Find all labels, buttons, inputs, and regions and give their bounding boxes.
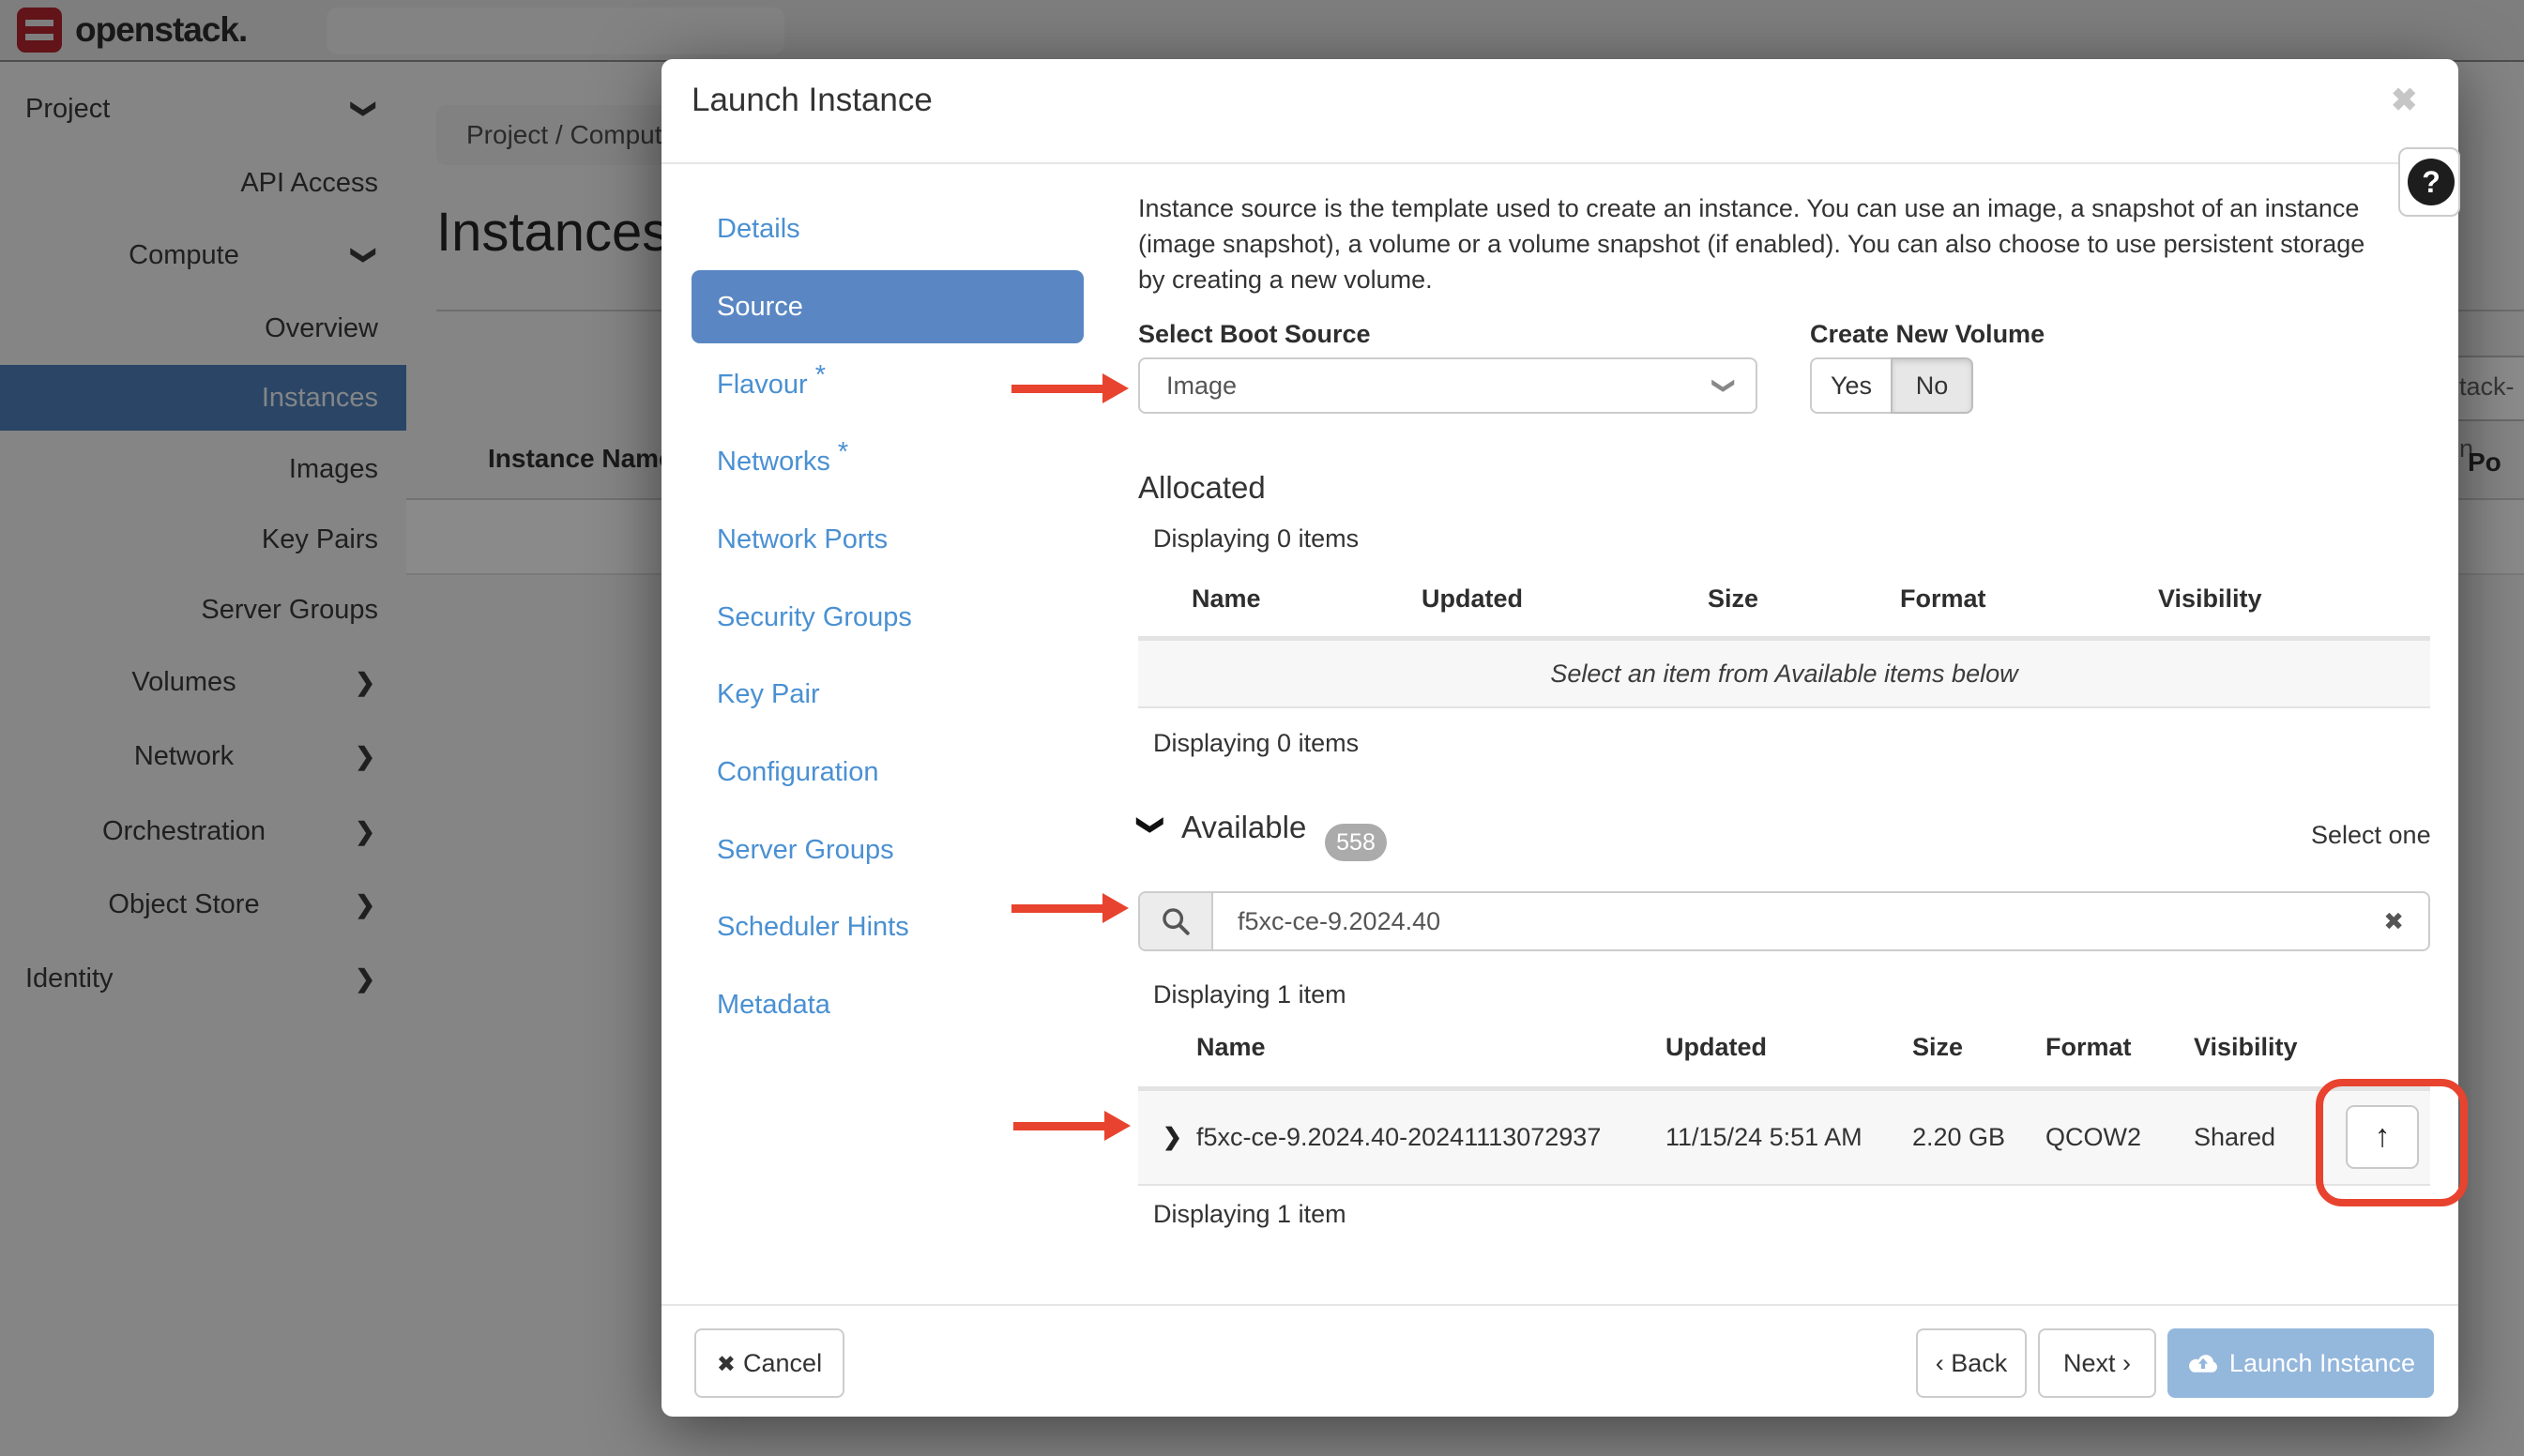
tab-source[interactable]: Source — [692, 270, 1084, 343]
available-image-row: f5xc-ce-9.2024.40-20241113072937 11/15/2… — [1138, 1086, 2430, 1186]
launch-instance-button[interactable]: Launch Instance — [2167, 1328, 2434, 1398]
annotation-arrow-boot-source — [1011, 373, 1129, 403]
background-filter-text: tack-n — [2459, 372, 2515, 463]
brand-wordmark[interactable]: openstack. — [75, 10, 248, 49]
tab-network-ports[interactable]: Network Ports — [717, 524, 889, 554]
clear-search-icon[interactable]: ✖ — [2383, 907, 2404, 935]
allocated-col-format: Format — [1900, 584, 1986, 613]
sidebar: Project API Access Compute Overview Inst… — [0, 62, 406, 1456]
allocated-heading: Allocated — [1138, 470, 1266, 505]
sidebar-item-server-groups[interactable]: Server Groups — [201, 595, 378, 625]
cancel-button[interactable]: ✖ Cancel — [694, 1328, 844, 1398]
sidebar-item-instances[interactable]: Instances — [0, 365, 406, 431]
image-size-cell: 2.20 GB — [1912, 1123, 2006, 1151]
tab-details[interactable]: Details — [717, 214, 800, 244]
tab-networks[interactable]: Networks * — [717, 437, 849, 477]
available-col-updated: Updated — [1665, 1033, 1767, 1061]
page-title: Instances — [436, 202, 670, 263]
back-button[interactable]: ‹ Back — [1916, 1328, 2027, 1398]
boot-source-select[interactable]: Image — [1138, 357, 1757, 414]
annotation-highlight-allocate-button — [2316, 1079, 2468, 1206]
modal-title: Launch Instance — [692, 82, 933, 118]
openstack-logo-icon[interactable] — [17, 8, 62, 53]
boot-source-value: Image — [1166, 372, 1238, 400]
create-volume-no-button[interactable]: No — [1891, 357, 1973, 414]
help-button[interactable]: ? — [2398, 147, 2460, 217]
sidebar-item-object-store[interactable]: Object Store — [0, 872, 406, 937]
search-icon — [1140, 893, 1213, 949]
allocate-image-button[interactable]: ↑ — [2346, 1105, 2419, 1169]
sidebar-item-images[interactable]: Images — [288, 454, 378, 484]
instances-column-header: Instance Name — [488, 444, 674, 473]
arrow-up-icon: ↑ — [2374, 1118, 2391, 1154]
next-button[interactable]: Next › — [2038, 1328, 2156, 1398]
allocated-col-updated: Updated — [1422, 584, 1523, 613]
allocated-count-top: Displaying 0 items — [1153, 524, 1360, 553]
sidebar-item-orchestration[interactable]: Orchestration — [0, 798, 406, 864]
boot-source-label: Select Boot Source — [1138, 320, 1371, 348]
available-count-bottom: Displaying 1 item — [1153, 1200, 1346, 1228]
available-col-visibility: Visibility — [2194, 1033, 2298, 1061]
top-navbar: openstack. — [0, 0, 2524, 62]
sidebar-item-identity[interactable]: Identity — [0, 946, 406, 1011]
allocated-col-visibility: Visibility — [2158, 584, 2262, 613]
modal-header-divider — [661, 162, 2458, 164]
tab-key-pair[interactable]: Key Pair — [717, 679, 820, 709]
allocated-col-size: Size — [1708, 584, 1759, 613]
image-visibility-cell: Shared — [2194, 1123, 2276, 1151]
select-one-hint: Select one — [2311, 821, 2431, 849]
background-column-fragment: Po — [2468, 447, 2501, 477]
tab-metadata[interactable]: Metadata — [717, 990, 830, 1020]
modal-footer-divider — [661, 1304, 2458, 1306]
breadcrumb[interactable]: Project / Compute — [466, 120, 677, 149]
available-col-size: Size — [1912, 1033, 1964, 1061]
row-expand-icon[interactable] — [1163, 1091, 1182, 1184]
tab-security-groups[interactable]: Security Groups — [717, 602, 912, 632]
close-icon[interactable]: ✖ — [2391, 83, 2418, 118]
allocated-col-name: Name — [1192, 584, 1261, 613]
launch-instance-modal: Launch Instance ✖ Details Source Flavour… — [661, 59, 2458, 1417]
cloud-upload-icon — [2189, 1355, 2217, 1373]
available-search: f5xc-ce-9.2024.40 ✖ — [1138, 891, 2430, 951]
available-collapse-icon[interactable] — [1136, 814, 1167, 836]
source-description: Instance source is the template used to … — [1138, 194, 2365, 294]
available-col-format: Format — [2045, 1033, 2132, 1061]
tab-server-groups[interactable]: Server Groups — [717, 835, 894, 865]
allocated-count-bottom: Displaying 0 items — [1153, 729, 1360, 757]
tab-scheduler-hints[interactable]: Scheduler Hints — [717, 912, 909, 942]
x-icon: ✖ — [716, 1352, 737, 1377]
sidebar-item-project[interactable]: Project — [0, 76, 406, 142]
available-heading: Available — [1181, 810, 1307, 844]
create-volume-label: Create New Volume — [1810, 320, 2045, 348]
available-col-name: Name — [1196, 1033, 1266, 1061]
image-updated-cell: 11/15/24 5:51 AM — [1665, 1123, 1863, 1151]
tab-flavour[interactable]: Flavour * — [717, 360, 826, 400]
select-caret-icon — [1697, 376, 1750, 395]
sidebar-item-api-access[interactable]: API Access — [240, 168, 378, 198]
search-input[interactable]: f5xc-ce-9.2024.40 — [1238, 907, 1441, 935]
image-name-cell: f5xc-ce-9.2024.40-20241113072937 — [1196, 1123, 1602, 1151]
allocated-empty-message: Select an item from Available items belo… — [1138, 636, 2430, 708]
navbar-context-box[interactable] — [327, 8, 784, 54]
annotation-arrow-image-row — [1013, 1111, 1131, 1141]
sidebar-item-network[interactable]: Network — [0, 723, 406, 789]
tab-configuration[interactable]: Configuration — [717, 757, 879, 787]
question-mark-icon: ? — [2408, 159, 2455, 205]
available-count-top: Displaying 1 item — [1153, 980, 1346, 1009]
sidebar-item-overview[interactable]: Overview — [265, 313, 378, 343]
annotation-arrow-search — [1011, 893, 1129, 923]
sidebar-item-key-pairs[interactable]: Key Pairs — [261, 524, 378, 554]
sidebar-item-volumes[interactable]: Volumes — [0, 649, 406, 715]
available-count-badge: 558 — [1325, 824, 1387, 861]
create-volume-yes-button[interactable]: Yes — [1810, 357, 1893, 414]
sidebar-item-compute[interactable]: Compute — [0, 222, 406, 288]
image-format-cell: QCOW2 — [2045, 1123, 2142, 1151]
